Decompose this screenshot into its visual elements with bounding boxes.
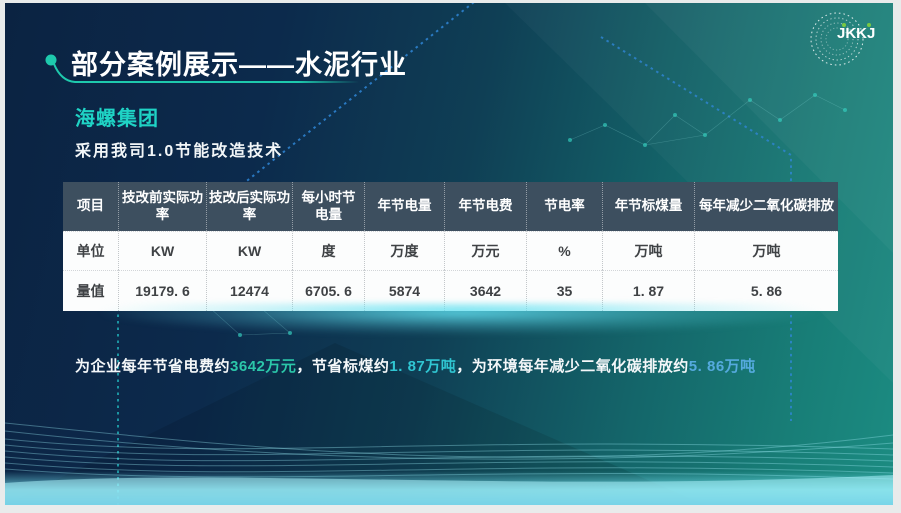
- table-cell: 12474: [206, 270, 292, 311]
- table-cell: 万吨: [694, 231, 838, 270]
- presentation-slide: JKKJ 部分案例展示——水泥行业 海螺集团 采用我司1.0节能改造技术: [5, 3, 893, 505]
- summary-segment: 为企业每年节省电费约: [75, 358, 231, 375]
- table-cell: %: [526, 231, 602, 270]
- table-header-cell: 年节电量: [364, 182, 444, 231]
- table-header-cell: 项目: [63, 182, 118, 231]
- logo-green-dot: [867, 23, 871, 27]
- summary-highlight-electric-fee: 3642万元: [230, 358, 297, 375]
- table-header-cell: 年节标煤量: [602, 182, 694, 231]
- case-data-table: 项目 技改前实际功率 技改后实际功率 每小时节电量 年节电量 年节电费 节电率 …: [63, 182, 838, 311]
- company-name: 海螺集团: [75, 108, 159, 130]
- summary-text: 为企业每年节省电费约3642万元，节省标煤约1. 87万吨，为环境每年减少二氧化…: [75, 356, 875, 379]
- table-cell: 万度: [364, 231, 444, 270]
- page-title: 部分案例展示——水泥行业: [71, 50, 407, 80]
- table-cell: 万元: [444, 231, 526, 270]
- table-cell: 万吨: [602, 231, 694, 270]
- table-cell: 6705. 6: [292, 270, 364, 311]
- table-cell: KW: [206, 231, 292, 270]
- section-subtitle: 采用我司1.0节能改造技术: [75, 143, 284, 160]
- company-logo: JKKJ: [810, 12, 875, 66]
- table-cell: 1. 87: [602, 270, 694, 311]
- summary-highlight-co2: 5. 86万吨: [688, 358, 756, 375]
- logo-text: JKKJ: [837, 25, 875, 42]
- wave-lines: [5, 422, 893, 480]
- table-header-cell: 技改后实际功率: [206, 182, 292, 231]
- summary-highlight-coal: 1. 87万吨: [389, 358, 457, 375]
- table-header-cell: 每年减少二氧化碳排放: [694, 182, 838, 231]
- title-underline: [53, 63, 359, 83]
- table-header-cell: 技改前实际功率: [118, 182, 206, 231]
- table-cell: 35: [526, 270, 602, 311]
- title-accent-dot: [45, 54, 57, 66]
- table-header-cell: 年节电费: [444, 182, 526, 231]
- table-cell: KW: [118, 231, 206, 270]
- table-row-label: 量值: [63, 270, 118, 311]
- table-cell: 5. 86: [694, 270, 838, 311]
- table-cell: 5874: [364, 270, 444, 311]
- table-row-label: 单位: [63, 231, 118, 270]
- title-accent-graphic: [45, 54, 359, 83]
- facet-shape: [5, 343, 705, 505]
- title-block: 部分案例展示——水泥行业: [41, 41, 521, 91]
- logo-dot-swirl: [810, 12, 864, 66]
- table-header-cell: 节电率: [526, 182, 602, 231]
- table-cell: 度: [292, 231, 364, 270]
- summary-segment: ，为环境每年减少二氧化碳排放约: [456, 358, 689, 375]
- summary-segment: ，节省标煤约: [296, 358, 390, 375]
- table-cell: 3642: [444, 270, 526, 311]
- logo-green-dot: [842, 23, 846, 27]
- wave-crest: [5, 475, 893, 505]
- wave-graphic: [5, 422, 893, 505]
- table-cell: 19179. 6: [118, 270, 206, 311]
- table-header-cell: 每小时节电量: [292, 182, 364, 231]
